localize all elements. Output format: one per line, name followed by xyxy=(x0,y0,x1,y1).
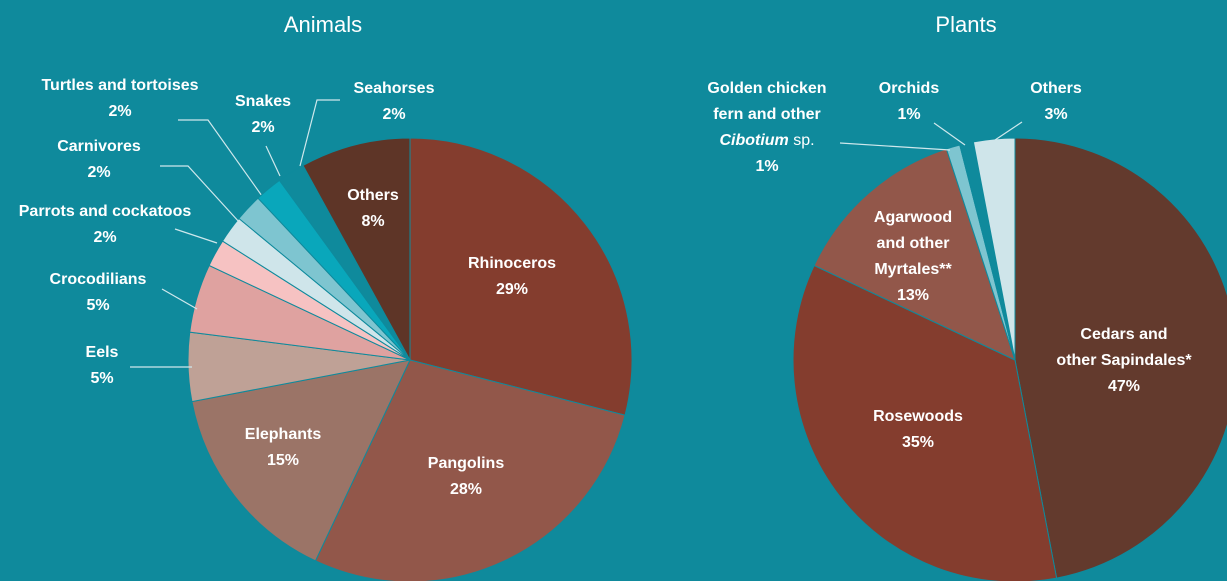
data-label-pct: 2% xyxy=(87,164,110,181)
leader-line-parrots-and-cockatoos xyxy=(174,228,218,244)
label-others: Others 3% xyxy=(1030,80,1082,123)
leader-line-golden-chicken xyxy=(839,142,951,151)
data-label-pct: 5% xyxy=(86,297,109,314)
slice-others xyxy=(302,137,411,361)
leader-line-carnivores xyxy=(160,165,241,224)
data-label-text: other Sapindales* xyxy=(1056,352,1192,369)
data-label-pct: 28% xyxy=(450,481,482,498)
data-label-pct: 2% xyxy=(251,119,274,136)
data-label-text: Others xyxy=(1030,80,1082,97)
data-label-text: Eels xyxy=(86,344,119,361)
label-eels: Eels 5% xyxy=(86,344,119,387)
data-label-text: Crocodilians xyxy=(50,271,147,288)
data-label-pct: 47% xyxy=(1108,378,1140,395)
data-label-pct: 3% xyxy=(1044,106,1067,123)
slice-agarwood xyxy=(813,148,1016,361)
label-crocodilians: Crocodilians 5% xyxy=(50,271,147,314)
label-elephants: Elephants 15% xyxy=(245,426,322,469)
data-label-pct: 1% xyxy=(755,158,778,175)
label-others: Others 8% xyxy=(347,187,399,230)
label-golden-chicken: Golden chicken fern and other Cibotium sp.… xyxy=(707,80,826,175)
title-animals: Animals xyxy=(284,12,362,37)
data-label-text: Agarwood xyxy=(874,209,952,226)
data-label-pct: 15% xyxy=(267,452,299,469)
data-label-text: Snakes xyxy=(235,93,291,110)
data-label-pct: 2% xyxy=(382,106,405,123)
data-label-text: fern and other xyxy=(713,106,821,123)
label-carnivores: Carnivores 2% xyxy=(57,138,141,181)
pie-plants: Cedars and other Sapindales* 47% Rosewoods 3… xyxy=(707,80,1227,581)
data-label-text: Seahorses xyxy=(354,80,435,97)
data-label-text: Carnivores xyxy=(57,138,141,155)
data-label-text: Pangolins xyxy=(428,455,505,472)
data-label-text: Elephants xyxy=(245,426,322,443)
label-rosewoods: Rosewoods 35% xyxy=(873,408,963,451)
data-label-text: Others xyxy=(347,187,399,204)
slice-elephants xyxy=(191,359,411,562)
data-label-pct: 13% xyxy=(897,287,929,304)
data-label-text: Orchids xyxy=(879,80,940,97)
label-orchids: Orchids 1% xyxy=(879,80,940,123)
title-plants: Plants xyxy=(935,12,996,37)
label-rhinoceros: Rhinoceros 29% xyxy=(468,255,556,298)
slice-cedars-and xyxy=(1014,137,1227,579)
data-label-text: Golden chicken xyxy=(707,80,826,97)
data-label-pct: 1% xyxy=(897,106,920,123)
data-label-text: Myrtales** xyxy=(874,261,952,278)
label-turtles-and-tortoises: Turtles and tortoises 2% xyxy=(41,77,198,120)
data-label-pct: 2% xyxy=(93,229,116,246)
leader-line-orchids xyxy=(933,122,966,146)
leader-line-crocodilians xyxy=(161,288,198,310)
data-label-text: Cibotium sp. xyxy=(719,132,814,149)
pie-animals: Rhinoceros 29% Pangolins 28% Elephants 15% Eel… xyxy=(19,77,633,581)
leader-line-snakes xyxy=(265,145,281,177)
leader-line-seahorses xyxy=(299,99,340,167)
leader-line-turtles-and-tortoises xyxy=(178,119,263,197)
label-snakes: Snakes 2% xyxy=(235,93,291,136)
data-label-text: Turtles and tortoises xyxy=(41,77,198,94)
label-seahorses: Seahorses 2% xyxy=(354,80,435,123)
data-label-text: Cedars and xyxy=(1080,326,1167,343)
data-label-pct: 29% xyxy=(496,281,528,298)
label-agarwood: Agarwood and other Myrtales** 13% xyxy=(874,209,953,304)
data-label-pct: 5% xyxy=(90,370,113,387)
data-label-text: and other xyxy=(877,235,950,252)
data-label-pct: 2% xyxy=(108,103,131,120)
label-parrots-and-cockatoos: Parrots and cockatoos 2% xyxy=(19,203,192,246)
data-label-text: Rosewoods xyxy=(873,408,963,425)
data-label-text: Rhinoceros xyxy=(468,255,556,272)
leader-line-others xyxy=(994,121,1023,141)
slice-others xyxy=(972,137,1016,361)
slice-pangolins xyxy=(314,359,626,581)
label-pangolins: Pangolins 28% xyxy=(428,455,505,498)
label-cedars-and: Cedars and other Sapindales* 47% xyxy=(1056,326,1192,395)
data-label-text: Parrots and cockatoos xyxy=(19,203,192,220)
data-label-pct: 8% xyxy=(361,213,384,230)
slice-rhinoceros xyxy=(409,137,633,416)
data-label-pct: 35% xyxy=(902,434,934,451)
